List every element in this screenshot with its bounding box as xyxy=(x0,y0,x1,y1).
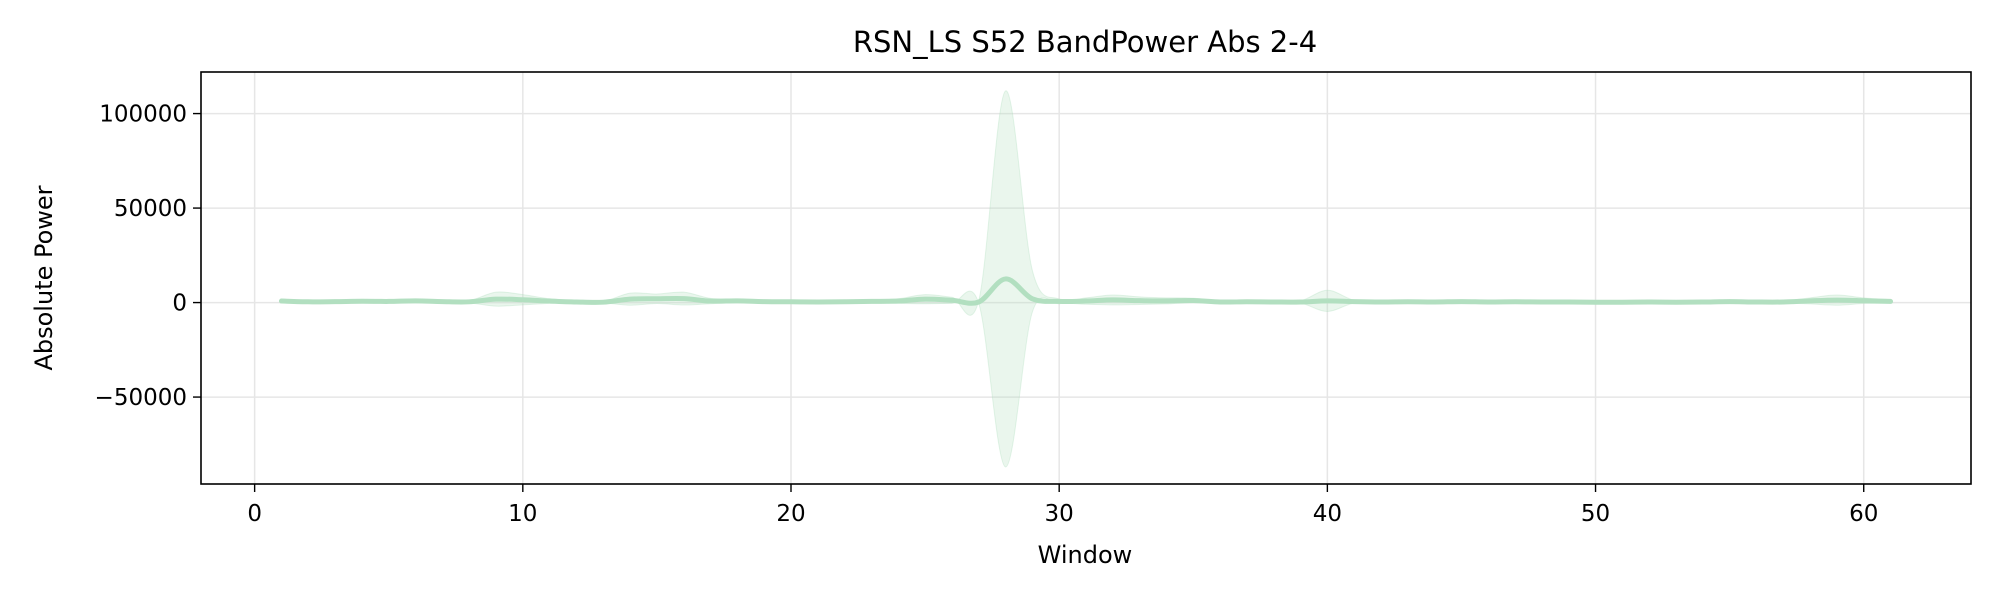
x-tick-label: 40 xyxy=(1313,501,1342,527)
chart-title: RSN_LS S52 BandPower Abs 2-4 xyxy=(853,25,1317,59)
y-tick-label: 0 xyxy=(172,291,187,317)
y-tick-label: −50000 xyxy=(95,385,187,411)
x-tick-label: 60 xyxy=(1849,501,1878,527)
y-tick-label: 50000 xyxy=(114,196,187,222)
x-tick-label: 20 xyxy=(776,501,805,527)
mean-line xyxy=(278,276,1894,306)
y-axis-label: Absolute Power xyxy=(30,185,58,370)
x-axis: 0 10 20 30 40 50 60 xyxy=(247,484,1878,527)
x-tick-label: 30 xyxy=(1045,501,1074,527)
y-tick-label: 100000 xyxy=(99,102,187,128)
plot-frame xyxy=(200,71,1972,485)
x-axis-label: Window xyxy=(1038,541,1133,569)
x-tick-label: 0 xyxy=(247,501,262,527)
gridlines xyxy=(201,72,1971,484)
y-axis: −50000 0 50000 100000 xyxy=(95,102,201,411)
plot-area xyxy=(278,90,1894,468)
x-tick-label: 50 xyxy=(1581,501,1610,527)
x-tick-label: 10 xyxy=(508,501,537,527)
